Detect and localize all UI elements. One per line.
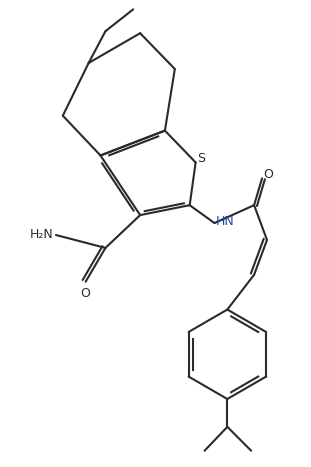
Text: H₂N: H₂N [30,228,54,241]
Text: O: O [263,168,273,181]
Text: O: O [81,287,91,300]
Text: S: S [197,152,206,165]
Text: HN: HN [216,214,234,227]
